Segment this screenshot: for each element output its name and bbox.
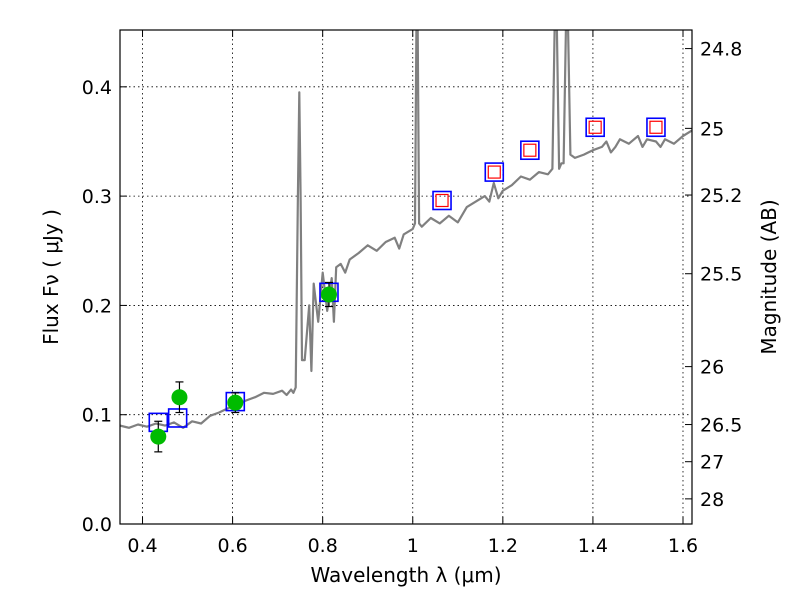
spectrum-line — [120, 30, 692, 429]
model-photometry-marker — [432, 190, 452, 211]
x-tick-label: 0.8 — [308, 535, 338, 557]
y-tick-label: 0.3 — [82, 186, 112, 208]
y2-tick-label: 27 — [700, 452, 724, 474]
upper-limit-marker — [588, 120, 602, 134]
y2-axis-label: Magnitude (AB) — [757, 199, 781, 354]
data-series — [120, 30, 692, 429]
y2-tick-label: 25 — [700, 118, 724, 140]
model-photometry-marker — [520, 140, 540, 161]
model-photometry-marker — [167, 408, 188, 428]
y-axis-label: Flux Fν ( μJy ) — [39, 209, 63, 345]
x-tick-label: 1.6 — [668, 535, 698, 557]
x-tick-label: 1.2 — [488, 535, 518, 557]
x-axis-label: Wavelength λ (μm) — [310, 563, 501, 587]
y-tick-label: 0.1 — [82, 405, 112, 427]
x-tick-label: 1 — [407, 535, 419, 557]
y2-tick-label: 28 — [700, 489, 724, 511]
axes: 0.4 0.6 0.8 1 1.2 1.4 1.6 0.0 0.1 0.2 0.3 0.4 24.8 25… — [82, 30, 742, 557]
upper-limit-marker — [487, 165, 501, 179]
x-tick-label: 0.6 — [217, 535, 247, 557]
y2-tick-label: 24.8 — [700, 39, 742, 61]
data-markers — [148, 117, 666, 453]
observed-photometry-point — [227, 394, 244, 411]
y2-tick-label: 25.5 — [700, 264, 742, 286]
observed-photometry-point — [320, 286, 337, 303]
grid-lines — [120, 30, 692, 525]
y2-tick-label: 25.2 — [700, 185, 742, 207]
upper-limit-marker — [649, 120, 663, 134]
y2-tick-label: 26.5 — [700, 415, 742, 437]
observed-photometry-point — [171, 389, 188, 406]
x-tick-label: 1.4 — [578, 535, 608, 557]
plot-frame — [119, 29, 693, 525]
upper-limit-marker — [435, 193, 449, 208]
observed-photometry-point — [150, 428, 167, 445]
x-tick-label: 0.4 — [127, 535, 157, 557]
y-tick-label: 0.4 — [82, 77, 112, 99]
y-tick-label: 0.0 — [82, 514, 112, 536]
y-tick-label: 0.2 — [82, 295, 112, 317]
upper-limit-marker — [523, 143, 537, 157]
model-photometry-marker — [646, 117, 666, 138]
model-photometry-marker — [585, 117, 605, 138]
model-photometry-marker — [484, 162, 505, 182]
y2-tick-label: 26 — [700, 357, 724, 379]
